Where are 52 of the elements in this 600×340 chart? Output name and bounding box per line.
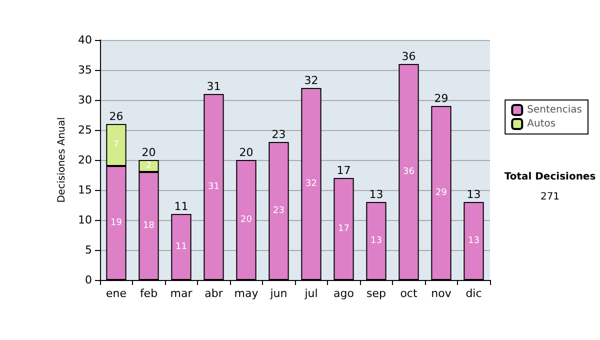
y-tick-label: 25 [78, 124, 92, 136]
y-tick-label: 40 [78, 34, 92, 46]
y-axis-title: Decisiones Anual [56, 117, 68, 203]
x-tick-label: ene [106, 287, 127, 300]
y-tick-label: 15 [78, 184, 92, 196]
y-tick-label: 10 [78, 214, 92, 226]
data-label: 32 [306, 179, 317, 189]
x-tick-label: feb [140, 287, 158, 300]
total-label: 23 [272, 128, 286, 141]
data-label: 17 [338, 224, 350, 234]
legend-label: Autos [527, 118, 556, 130]
y-tick-label: 0 [85, 274, 92, 286]
total-label: 11 [174, 200, 188, 213]
text: 271 [540, 192, 560, 202]
total-label: 32 [304, 74, 318, 87]
data-label: 11 [176, 242, 187, 252]
data-label: 29 [436, 188, 448, 198]
legend-label: Sentencias [527, 104, 582, 116]
y-tick-label: 20 [78, 154, 92, 166]
data-label: 20 [240, 215, 252, 225]
total-label: 31 [206, 80, 221, 93]
total-label: 20 [239, 146, 254, 159]
total-label: 36 [402, 50, 416, 63]
data-label: 23 [273, 206, 284, 216]
data-label: 36 [403, 167, 415, 177]
total-label: 29 [434, 92, 448, 105]
x-tick-label: sep [366, 287, 386, 300]
x-tick-label: jul [304, 287, 318, 300]
x-tick-label: mar [170, 287, 193, 300]
total-label: 13 [369, 188, 384, 201]
total-label: 13 [466, 188, 481, 201]
data-label: 13 [468, 236, 480, 246]
y-tick-label: 30 [78, 94, 92, 106]
x-tick-label: ago [334, 287, 354, 300]
x-tick-label: abr [204, 287, 224, 300]
data-label: 13 [370, 236, 382, 246]
x-tick-label: may [234, 287, 259, 300]
data-label: 7 [113, 140, 120, 150]
data-label: 18 [143, 221, 155, 231]
text: Total Decisiones [504, 172, 596, 182]
y-tick-label: 5 [85, 244, 92, 256]
x-tick-label: nov [431, 287, 452, 300]
total-label: 20 [142, 146, 156, 159]
data-label: 19 [110, 218, 122, 228]
y-tick-label: 35 [78, 64, 92, 76]
x-tick-label: jun [269, 287, 288, 300]
data-label: 2 [146, 161, 152, 171]
x-tick-label: dic [466, 287, 482, 300]
data-label: 31 [208, 182, 220, 192]
total-label: 17 [336, 164, 351, 177]
x-tick-label: oct [400, 287, 418, 300]
total-label: 26 [109, 110, 124, 123]
